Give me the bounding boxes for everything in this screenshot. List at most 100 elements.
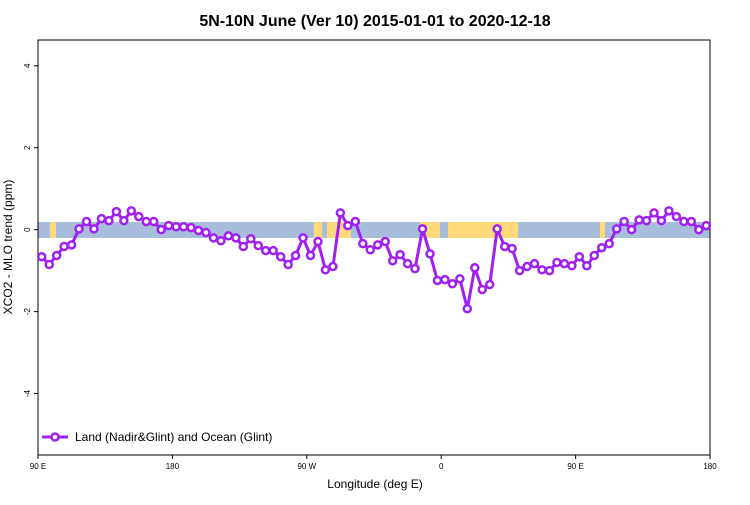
- point: [253, 240, 264, 251]
- point: [626, 224, 637, 235]
- point: [96, 213, 107, 224]
- point: [425, 249, 435, 259]
- point: [574, 251, 585, 262]
- x-tick-label: 180: [166, 462, 180, 471]
- point: [417, 224, 428, 234]
- point: [298, 233, 308, 243]
- y-tick-label: 4: [23, 63, 32, 68]
- point: [641, 215, 652, 226]
- point: [328, 261, 338, 272]
- point: [208, 233, 219, 243]
- y-tick-label: 0: [23, 227, 32, 232]
- point: [186, 222, 196, 233]
- point: [402, 258, 413, 269]
- point: [119, 215, 129, 226]
- point: [529, 258, 540, 269]
- point: [514, 265, 525, 276]
- point: [156, 224, 166, 235]
- point: [141, 216, 152, 227]
- point: [470, 263, 480, 273]
- point: [283, 259, 293, 270]
- point: [372, 240, 383, 250]
- point: [477, 284, 488, 295]
- point: [440, 274, 450, 285]
- x-tick-label: 90 E: [567, 462, 583, 471]
- point: [679, 216, 689, 227]
- point: [201, 227, 211, 238]
- point: [447, 279, 458, 289]
- point: [74, 224, 84, 234]
- point: [387, 256, 398, 266]
- x-tick-label: 180: [703, 462, 717, 471]
- point: [178, 222, 189, 232]
- point: [313, 236, 323, 247]
- point: [671, 211, 682, 222]
- point: [275, 251, 286, 262]
- point: [380, 236, 390, 247]
- point: [193, 225, 204, 236]
- point: [462, 303, 473, 314]
- surface-band: [38, 222, 710, 238]
- point: [81, 216, 92, 227]
- point: [567, 260, 577, 271]
- point: [596, 242, 607, 253]
- point: [134, 211, 144, 222]
- point: [44, 259, 54, 270]
- point: [649, 208, 659, 218]
- point: [358, 238, 368, 249]
- point: [604, 238, 614, 249]
- y-tick-label: 2: [23, 145, 32, 150]
- point: [611, 224, 622, 234]
- chart-title: 5N-10N June (Ver 10) 2015-01-01 to 2020-…: [199, 13, 550, 30]
- point: [507, 243, 517, 254]
- point: [238, 241, 249, 252]
- point: [350, 216, 361, 227]
- point: [320, 265, 331, 275]
- point: [290, 250, 301, 261]
- point: [59, 241, 69, 252]
- point: [343, 220, 353, 231]
- point: [686, 216, 697, 227]
- point: [664, 206, 674, 216]
- point: [335, 208, 346, 218]
- legend-label: Land (Nadir&Glint) and Ocean (Glint): [75, 430, 272, 444]
- point: [111, 206, 122, 217]
- point: [701, 220, 712, 231]
- point: [36, 251, 47, 262]
- point: [163, 220, 174, 231]
- point: [544, 265, 555, 276]
- point: [365, 245, 376, 255]
- point: [171, 222, 181, 232]
- point: [246, 233, 256, 244]
- point: [582, 260, 592, 271]
- point: [492, 224, 502, 234]
- point: [395, 249, 405, 260]
- point: [619, 216, 629, 227]
- point: [537, 265, 547, 275]
- point: [231, 233, 241, 243]
- point: [223, 231, 234, 241]
- point: [51, 250, 62, 261]
- point: [104, 215, 114, 226]
- point: [66, 240, 77, 250]
- point: [432, 275, 443, 286]
- point: [455, 274, 465, 284]
- point: [499, 241, 510, 252]
- point: [694, 224, 704, 235]
- legend-marker: [50, 432, 60, 442]
- y-axis-label: XCO2 - MLO trend (ppm): [1, 180, 15, 315]
- point: [260, 245, 271, 256]
- point: [552, 257, 562, 268]
- y-tick-label: -2: [23, 308, 32, 316]
- point: [656, 215, 667, 226]
- y-tick-label: -4: [23, 389, 32, 397]
- point: [634, 215, 644, 225]
- point: [522, 261, 532, 272]
- x-tick-label: 0: [439, 462, 444, 471]
- x-axis-label: Longitude (deg E): [327, 477, 422, 491]
- point: [410, 263, 420, 274]
- point: [148, 216, 159, 227]
- plot-frame: [37, 39, 711, 456]
- point: [589, 250, 600, 261]
